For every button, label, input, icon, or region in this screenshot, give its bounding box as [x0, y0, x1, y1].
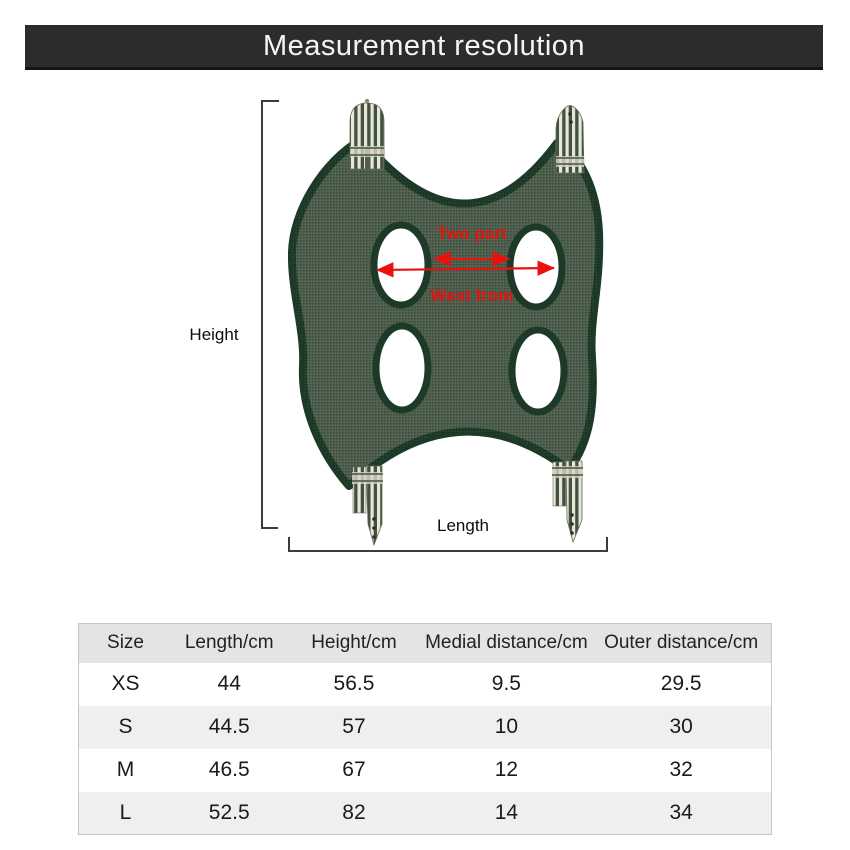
leg-hole-bottom-left: [372, 322, 432, 414]
corner-strap-top-left: [349, 98, 385, 170]
corner-strap-top-right: [555, 105, 585, 174]
size-cell: M: [116, 758, 135, 781]
col-header-height: Height/cm: [311, 632, 397, 654]
length-cell: 44: [217, 672, 241, 695]
length-cell: 52.5: [208, 800, 250, 824]
length-cell: 46.5: [208, 758, 250, 781]
table-row: M 46.5 67 12 32: [78, 748, 772, 792]
leg-hole-bottom-right: [508, 326, 568, 416]
length-cell: 44.5: [208, 715, 250, 738]
height-cell: 57: [342, 715, 366, 738]
col-header-length: Length/cm: [184, 632, 274, 654]
col-header-size: Size: [107, 632, 144, 654]
table-row: XS 44 56.5 9.5 29.5: [78, 662, 772, 706]
outer-cell: 30: [669, 715, 693, 738]
size-cell: XS: [111, 672, 140, 695]
corner-strap-bottom-right: [552, 460, 583, 544]
medial-cell: 9.5: [491, 672, 521, 695]
outer-cell: 32: [669, 758, 693, 781]
corner-strap-bottom-left: [352, 465, 383, 547]
size-table: Size Length/cm Height/cm Medial distance…: [78, 623, 772, 835]
outer-cell: 34: [669, 800, 693, 824]
table-row: S 44.5 57 10 30: [78, 705, 772, 749]
size-cell: S: [118, 715, 133, 738]
page-title: Measurement resolution: [25, 25, 823, 70]
height-cell: 56.5: [333, 672, 375, 695]
length-bracket: [288, 537, 608, 552]
medial-distance-label: Two part: [437, 224, 507, 243]
table-header-row: Size Length/cm Height/cm Medial distance…: [78, 623, 772, 663]
medial-cell: 14: [494, 800, 519, 824]
height-bracket: [261, 100, 279, 529]
size-cell: L: [119, 800, 132, 824]
height-dimension-label: Height: [189, 325, 239, 344]
height-cell: 82: [342, 800, 366, 824]
outer-distance-arrow: [375, 260, 556, 278]
outer-distance-label: West from: [430, 286, 514, 305]
table-row: L 52.5 82 14 34: [78, 791, 772, 835]
medial-cell: 12: [494, 758, 519, 781]
medial-cell: 10: [494, 715, 519, 738]
height-cell: 67: [342, 758, 366, 781]
col-header-medial: Medial distance/cm: [425, 632, 588, 654]
outer-cell: 29.5: [660, 672, 702, 695]
length-dimension-label: Length: [437, 516, 489, 535]
hammock-fabric: [287, 135, 604, 490]
col-header-outer: Outer distance/cm: [604, 632, 759, 654]
